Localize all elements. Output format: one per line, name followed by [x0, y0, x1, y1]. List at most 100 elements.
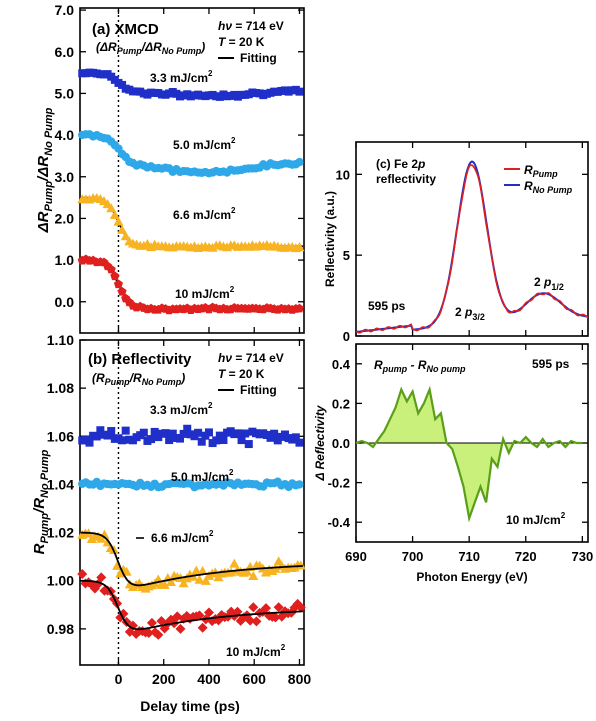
panel-b-point — [295, 438, 304, 447]
panel-c-title-line2: reflectivity — [376, 172, 436, 186]
y-tick-label: 3.0 — [55, 169, 75, 185]
panel-b-point — [153, 629, 164, 640]
panel-b-point — [96, 426, 105, 435]
y-tick-label: 0.98 — [47, 621, 74, 637]
panel-d-y-axis-label: Δ Reflectivity — [313, 404, 327, 481]
panel-a-photon-energy: hν = 714 eV — [218, 19, 284, 33]
panel-c-x-ticks — [355, 142, 583, 336]
panel-b-point — [212, 436, 221, 445]
panel-a: 0.0 1.0 2.0 3.0 4.0 5.0 6.0 7.0 (a) XMCD (ΔRPum… — [35, 2, 305, 334]
panel-d-difference-line — [355, 385, 583, 523]
panel-b-point — [219, 436, 228, 445]
panel-b-subtitle: (RPump/RNo Pump) — [92, 371, 185, 387]
panel-b-point — [85, 438, 94, 447]
panel-a-temperature: T = 20 K — [218, 35, 265, 49]
panel-d-title: Rpump - RNo pump — [374, 358, 466, 374]
panel-b-point — [103, 431, 112, 440]
y-tick-label: 6.0 — [55, 44, 75, 60]
panel-b-point — [232, 606, 243, 617]
panel-b-point — [118, 608, 129, 619]
panel-b-point — [92, 432, 101, 441]
panel-b-y-ticks: 0.98 1.00 1.02 1.04 1.06 1.08 1.10 — [47, 332, 304, 637]
panel-b-point — [194, 610, 205, 621]
panel-b-point — [203, 607, 214, 618]
panel-a-point — [106, 264, 116, 274]
panel-b-point — [260, 603, 271, 614]
y-tick-label: 1.02 — [47, 525, 74, 541]
y-tick-label: 1.04 — [47, 476, 74, 492]
y-tick-label: 1.0 — [55, 252, 75, 268]
panel-b-point — [161, 429, 170, 438]
panel-b-point — [194, 574, 205, 584]
panel-b-point — [233, 429, 242, 438]
panel-b-point — [266, 433, 275, 442]
panel-b-point — [245, 615, 256, 626]
panel-c-y-ticks: 0 5 10 — [336, 167, 588, 344]
panel-b-title: (b) Reflectivity — [88, 351, 192, 368]
panel-b-point — [146, 617, 157, 628]
panel-a-y-ticks: 0.0 1.0 2.0 3.0 4.0 5.0 6.0 7.0 — [55, 2, 304, 310]
panel-b-fit-curve — [81, 579, 303, 631]
panel-b-point — [165, 576, 176, 586]
y-tick-label: -0.2 — [328, 476, 350, 491]
panel-c-frame — [355, 141, 589, 337]
panel-b-photon-energy: hν = 714 eV — [218, 351, 284, 365]
panel-b-point — [176, 434, 185, 443]
panel-b-point — [295, 560, 306, 570]
x-tick-label: 400 — [197, 671, 221, 687]
panel-b-point — [178, 578, 189, 588]
panel-d-delay-label: 595 ps — [532, 357, 570, 371]
panel-d-y-ticks: -0.4 -0.2 0.0 0.2 0.4 — [328, 357, 588, 530]
panel-b-point — [168, 429, 177, 438]
panel-a-point — [294, 303, 304, 313]
panel-a-label-5.0: 5.0 mJ/cm2 — [173, 136, 236, 152]
panel-c-peak-label-p32: 2 p3/2 — [455, 305, 485, 322]
panel-d-x-axis-label: Photon Energy (eV) — [416, 570, 527, 584]
panel-a-point — [120, 231, 131, 241]
panel-b-point — [295, 602, 306, 613]
panel-a-label-6.6: 6.6 mJ/cm2 — [173, 206, 236, 222]
panel-a-data-points — [77, 68, 305, 315]
panel-a-point — [113, 279, 123, 289]
y-tick-label: 7.0 — [55, 2, 75, 18]
panel-b-temperature: T = 20 K — [218, 367, 265, 381]
panel-c-series-pump-line — [355, 164, 589, 334]
x-tick-label: 600 — [243, 671, 267, 687]
panel-b-point — [241, 429, 250, 438]
panel-a-frame — [79, 7, 305, 334]
panel-b-point — [248, 602, 259, 613]
panel-d-fluence-label: 10 mJ/cm2 — [506, 511, 566, 527]
panel-b-point — [77, 569, 88, 580]
panel-c-delay-label: 595 ps — [368, 299, 406, 313]
panel-b-frame — [79, 339, 305, 666]
panel-a-point — [117, 224, 128, 234]
x-tick-label: 720 — [515, 549, 537, 564]
panel-b-fit-curve — [81, 531, 303, 587]
x-tick-label: 730 — [571, 549, 593, 564]
y-tick-label: 0.2 — [332, 396, 350, 411]
x-tick-label: 0 — [115, 671, 123, 687]
panel-a-point — [294, 242, 305, 252]
panel-c-series-no-pump-line — [355, 160, 589, 333]
panel-b-point — [248, 570, 259, 580]
panel-b-point — [191, 565, 202, 575]
panel-a-label-10: 10 mJ/cm2 — [175, 285, 235, 301]
panel-b-y-axis-label: RPump/RNo Pump — [31, 449, 51, 554]
panel-b-point — [194, 428, 203, 437]
panel-b-point — [215, 431, 224, 440]
panel-b-point — [121, 426, 130, 435]
panel-c-legend-nopump-label: RNo Pump — [524, 179, 573, 195]
panel-b-label-3.3: 3.3 mJ/cm2 — [150, 401, 213, 417]
panel-a-point — [106, 203, 117, 213]
panel-a-point — [110, 271, 120, 281]
y-tick-label: 0.0 — [55, 294, 75, 310]
panel-a-title: (a) XMCD — [92, 21, 159, 38]
y-tick-label: 4.0 — [55, 127, 75, 143]
panel-b-label-5.0: 5.0 mJ/cm2 — [171, 468, 234, 484]
panel-b-fit-curves — [81, 531, 303, 631]
panel-c-y-axis-label: Reflectivity (a.u.) — [323, 191, 337, 287]
panel-b-point — [197, 565, 208, 575]
x-tick-label: 700 — [402, 549, 424, 564]
panel-a-point — [295, 87, 304, 96]
panel-a-subtitle: (ΔRPump/ΔRNo Pump) — [96, 40, 205, 56]
